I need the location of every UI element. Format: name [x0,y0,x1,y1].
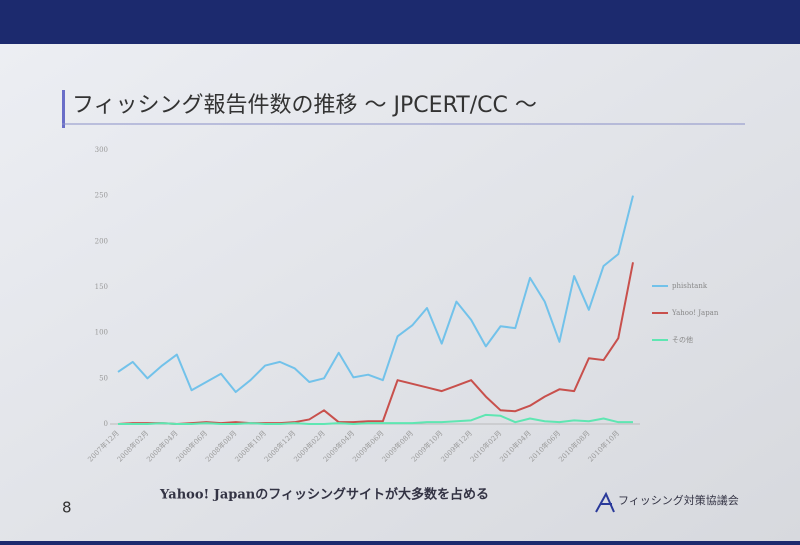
legend-label: その他 [672,335,693,344]
slide-body [0,44,800,541]
series-line [118,413,633,425]
page-number: 8 [62,499,72,517]
title-bar [62,90,65,128]
caption: Yahoo! Japanのフィッシングサイトが大多数を占める [159,487,489,503]
legend-label: phishtank [672,282,708,290]
logo-text: フィッシング対策協議会 [618,493,739,507]
y-tick-label: 150 [95,283,108,291]
y-tick-label: 200 [95,237,108,245]
series-line [117,195,634,394]
y-tick-label: 0 [104,420,108,428]
y-tick-label: 100 [95,329,108,337]
legend-label: Yahoo! Japan [671,309,719,317]
slide-title: フィッシング報告件数の推移 ～ JPCERT/CC ～ [72,93,537,118]
y-tick-label: 50 [99,374,108,382]
logo-mark [595,491,615,513]
y-tick-label: 300 [95,146,108,154]
y-tick-label: 250 [95,192,108,200]
